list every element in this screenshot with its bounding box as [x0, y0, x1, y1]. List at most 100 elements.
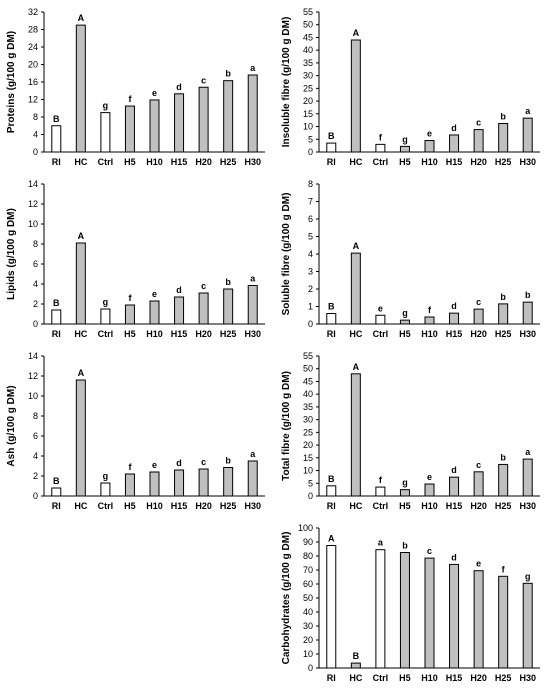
x-tick-label: H25	[220, 329, 237, 339]
significance-letter: g	[103, 471, 109, 481]
x-tick-label: H25	[220, 157, 237, 167]
x-tick-label: Ctrl	[373, 157, 389, 167]
x-tick-label: H25	[495, 157, 512, 167]
bar-h15	[449, 312, 460, 325]
significance-letter: e	[427, 472, 432, 482]
y-tick-label: 0	[308, 491, 313, 501]
significance-letter: b	[500, 452, 506, 462]
bar-hc	[350, 39, 361, 153]
bar-ctrl	[375, 143, 386, 153]
y-tick-label: 6	[33, 431, 38, 441]
significance-letter: f	[379, 132, 383, 142]
y-tick-label: 8	[308, 179, 313, 189]
y-tick-label: 90	[303, 537, 313, 547]
bar-h30	[247, 74, 258, 153]
x-tick-label: H5	[399, 673, 411, 683]
significance-letter: A	[78, 231, 85, 241]
bar-h20	[198, 468, 209, 497]
significance-letter: b	[500, 292, 506, 302]
bar-ctrl	[375, 314, 386, 325]
significance-letter: d	[176, 285, 182, 295]
significance-letter: b	[402, 541, 408, 551]
x-tick-label: H20	[470, 329, 487, 339]
significance-letter: B	[353, 651, 360, 661]
bar-ri	[51, 309, 62, 325]
significance-letter: B	[53, 298, 60, 308]
x-tick-label: H30	[519, 501, 536, 511]
y-tick-label: 45	[303, 376, 313, 386]
y-tick-label: 10	[28, 391, 38, 401]
bar-h15	[174, 93, 185, 153]
y-tick-label: 55	[303, 7, 313, 17]
x-tick-label: H10	[421, 501, 438, 511]
y-tick-label: 50	[303, 20, 313, 30]
bar-h25	[223, 467, 234, 497]
y-tick-label: 8	[33, 112, 38, 122]
significance-letter: f	[128, 462, 132, 472]
x-tick-label: HC	[349, 157, 362, 167]
y-axis-label: Soluble fibre (g/100 g DM)	[281, 193, 292, 316]
x-tick-label: H30	[244, 157, 261, 167]
y-tick-label: 40	[303, 607, 313, 617]
significance-letter: A	[353, 241, 360, 251]
y-tick-label: 0	[308, 319, 313, 329]
x-tick-label: H20	[195, 329, 212, 339]
y-tick-label: 20	[303, 96, 313, 106]
bar-h5	[124, 473, 135, 497]
x-tick-label: Ctrl	[373, 501, 389, 511]
bar-h20	[473, 308, 484, 325]
bar-h5	[124, 304, 135, 325]
x-tick-label: H20	[470, 501, 487, 511]
significance-letter: a	[250, 274, 256, 284]
significance-letter: f	[428, 305, 432, 315]
bar-h5	[399, 145, 410, 153]
y-tick-label: 100	[298, 523, 313, 533]
y-tick-label: 8	[33, 239, 38, 249]
x-tick-label: H10	[146, 501, 163, 511]
x-tick-label: Ctrl	[98, 501, 114, 511]
x-tick-label: H20	[470, 673, 487, 683]
significance-letter: a	[250, 63, 256, 73]
x-tick-label: H20	[195, 157, 212, 167]
y-tick-label: 10	[303, 122, 313, 132]
x-tick-label: RI	[52, 329, 61, 339]
significance-letter: A	[353, 362, 360, 372]
x-tick-label: H5	[399, 329, 411, 339]
y-tick-label: 3	[308, 267, 313, 277]
y-tick-label: 60	[303, 579, 313, 589]
y-tick-label: 5	[308, 232, 313, 242]
x-tick-label: HC	[349, 329, 362, 339]
y-tick-label: 0	[308, 663, 313, 673]
y-tick-label: 35	[303, 58, 313, 68]
significance-letter: d	[451, 123, 457, 133]
significance-letter: g	[402, 134, 408, 144]
y-axis-label: Carbohydrates (g/100 g DM)	[281, 532, 292, 665]
bar-hc	[75, 24, 86, 153]
x-tick-label: H5	[124, 329, 136, 339]
x-tick-label: H10	[421, 673, 438, 683]
y-tick-label: 4	[33, 279, 38, 289]
bar-h10	[424, 483, 435, 497]
x-tick-label: H15	[446, 673, 463, 683]
bar-h15	[449, 476, 460, 497]
y-tick-label: 12	[28, 95, 38, 105]
bar-h30	[522, 458, 533, 497]
y-tick-label: 28	[28, 25, 38, 35]
y-tick-label: 4	[308, 249, 313, 259]
x-tick-label: HC	[349, 501, 362, 511]
x-tick-label: H25	[495, 329, 512, 339]
y-tick-label: 10	[28, 219, 38, 229]
bar-h10	[424, 557, 435, 669]
significance-letter: B	[53, 114, 60, 124]
x-tick-label: H25	[495, 673, 512, 683]
y-tick-label: 0	[33, 319, 38, 329]
y-axis-label: Total fibre (g/100 g DM)	[281, 371, 292, 481]
significance-letter: f	[128, 94, 132, 104]
significance-letter: g	[103, 297, 109, 307]
bar-h30	[522, 301, 533, 325]
x-tick-label: RI	[327, 157, 336, 167]
y-tick-label: 25	[303, 427, 313, 437]
y-tick-label: 2	[33, 299, 38, 309]
significance-letter: d	[176, 82, 182, 92]
significance-letter: a	[378, 538, 384, 548]
